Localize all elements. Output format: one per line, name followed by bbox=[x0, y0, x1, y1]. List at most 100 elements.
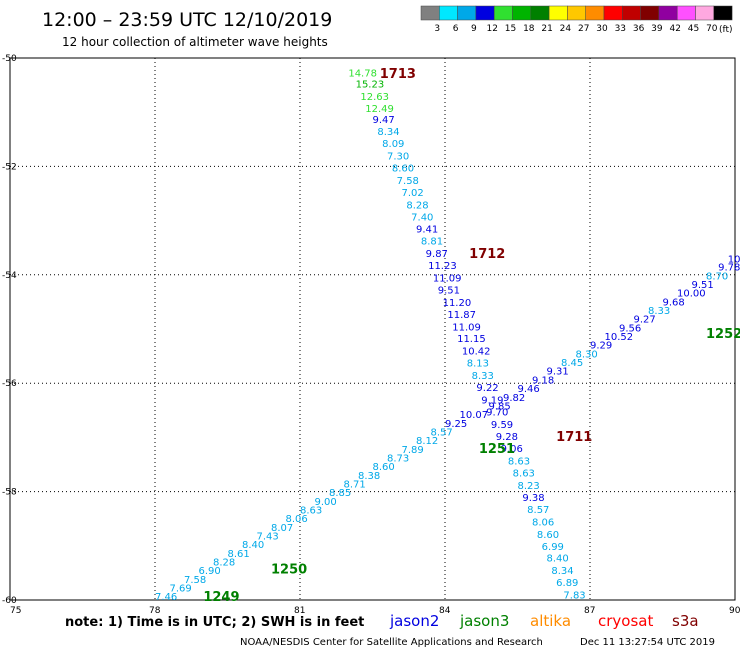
latitude-tick-label: -58 bbox=[2, 488, 17, 498]
pass-number-label: 1250 bbox=[271, 563, 307, 578]
wave-height-value: 8.06 bbox=[286, 514, 308, 525]
legend-swatch bbox=[695, 5, 715, 21]
wave-height-value: 9.51 bbox=[692, 280, 714, 291]
wave-height-value: 6.90 bbox=[199, 566, 221, 577]
credit-text: NOAA/NESDIS Center for Satellite Applica… bbox=[240, 637, 543, 648]
legend-bin-label: 36 bbox=[633, 24, 645, 34]
longitude-tick-label: 81 bbox=[294, 606, 305, 616]
wave-height-value: 8.61 bbox=[228, 549, 250, 560]
legend-bin-label: 27 bbox=[578, 24, 589, 34]
wave-height-value: 7.69 bbox=[170, 584, 192, 595]
legend-swatch bbox=[475, 5, 495, 21]
longitude-tick-label: 78 bbox=[149, 606, 161, 616]
legend-bin-label: 70 bbox=[706, 24, 718, 34]
wave-height-value: 8.57 bbox=[527, 505, 549, 516]
legend-swatch bbox=[439, 5, 458, 21]
wave-height-value: 9.85 bbox=[489, 401, 511, 412]
latitude-tick-label: -54 bbox=[2, 271, 17, 281]
satellite-name-s3a: s3a bbox=[672, 612, 699, 630]
legend-bin-label: 9 bbox=[471, 24, 477, 34]
wave-height-value: 9.70 bbox=[486, 407, 508, 418]
wave-height-value: 9.46 bbox=[518, 384, 540, 395]
wave-height-value: 12.63 bbox=[360, 92, 389, 103]
wave-height-value: 11.23 bbox=[428, 261, 457, 272]
legend-bin-label: 39 bbox=[651, 24, 663, 34]
wave-height-value: 11.09 bbox=[452, 322, 481, 333]
wave-height-value: 7.83 bbox=[563, 591, 585, 602]
legend-swatch bbox=[420, 5, 440, 21]
wave-height-value: 9.82 bbox=[503, 393, 525, 404]
wave-height-value: 8.73 bbox=[387, 453, 409, 464]
wave-height-observations: 14.7815.2312.6312.499.478.348.097.308.60… bbox=[155, 69, 740, 604]
wave-height-value: 9.56 bbox=[619, 323, 641, 334]
pass-number-label: 1713 bbox=[380, 67, 416, 82]
wave-height-value: 7.58 bbox=[184, 575, 206, 586]
wave-height-value: 8.40 bbox=[242, 540, 264, 551]
legend-swatch bbox=[512, 5, 532, 21]
wave-height-value: 8.63 bbox=[508, 457, 530, 468]
satellite-legend: jason2 jason3 altika cryosat s3a bbox=[389, 612, 699, 630]
wave-height-value: 8.28 bbox=[406, 200, 428, 211]
map-frame bbox=[9, 57, 736, 601]
wave-height-value: 6.89 bbox=[556, 578, 578, 589]
wave-height-value: 8.70 bbox=[706, 271, 728, 282]
wave-height-value: 9.18 bbox=[532, 375, 554, 386]
wave-height-value: 10.52 bbox=[605, 332, 634, 343]
latitude-tick-label: -56 bbox=[2, 379, 17, 389]
legend-bin-label: 21 bbox=[541, 24, 552, 34]
wave-height-value: 10.42 bbox=[462, 347, 491, 358]
generation-timestamp: Dec 11 13:27:54 UTC 2019 bbox=[580, 637, 715, 648]
legend-swatch bbox=[548, 5, 568, 21]
legend-bin-label: 30 bbox=[596, 24, 608, 34]
satellite-name-jason2: jason2 bbox=[389, 612, 439, 630]
legend-bin-label: 24 bbox=[560, 24, 572, 34]
longitude-tick-label: 84 bbox=[439, 606, 451, 616]
wave-height-value: 9.31 bbox=[547, 367, 569, 378]
wave-height-value: 10.83 bbox=[728, 255, 740, 266]
wave-height-value: 11.09 bbox=[433, 274, 462, 285]
legend-swatch bbox=[603, 5, 623, 21]
wave-height-value: 9.78 bbox=[718, 263, 740, 274]
map-gridlines bbox=[10, 58, 735, 600]
wave-height-value: 8.60 bbox=[537, 530, 559, 541]
latitude-tick-label: -50 bbox=[2, 54, 17, 64]
wave-height-value: 9.41 bbox=[416, 225, 438, 236]
pass-number-label: 1251 bbox=[479, 442, 515, 457]
wave-height-value: 8.60 bbox=[373, 462, 395, 473]
wave-height-value: 11.87 bbox=[447, 310, 476, 321]
legend-swatch bbox=[493, 5, 513, 21]
latitude-tick-label: -52 bbox=[2, 162, 17, 172]
wave-height-value: 8.33 bbox=[648, 306, 670, 317]
legend-bin-label: 6 bbox=[453, 24, 459, 34]
wave-height-value: 9.28 bbox=[496, 432, 518, 443]
wave-height-value: 7.30 bbox=[387, 152, 409, 163]
wave-height-value: 14.78 bbox=[348, 69, 377, 80]
legend-swatch bbox=[530, 5, 550, 21]
wave-height-value: 10.00 bbox=[677, 289, 706, 300]
legend-bin-label: 15 bbox=[505, 24, 516, 34]
wave-height-value: 9.25 bbox=[445, 419, 467, 430]
wave-height-value: 8.60 bbox=[392, 163, 414, 174]
wave-height-value: 8.63 bbox=[300, 505, 322, 516]
legend-bin-label: 42 bbox=[669, 24, 680, 34]
wave-height-color-legend: 3 6 9 12 15 18 21 24 27 30 33 36 39 42 45 70 bbox=[420, 5, 733, 34]
legend-swatch bbox=[640, 5, 660, 21]
legend-bin-label: 12 bbox=[486, 24, 497, 34]
pass-number-label: 1249 bbox=[203, 590, 239, 605]
latitude-axis: -50 -52 -54 -56 -58 -60 bbox=[2, 54, 17, 606]
wave-height-value: 11.20 bbox=[443, 298, 472, 309]
legend-bin-label: 45 bbox=[688, 24, 699, 34]
wave-height-value: 7.46 bbox=[155, 592, 177, 603]
wave-height-value: 8.38 bbox=[358, 471, 380, 482]
longitude-tick-label: 75 bbox=[10, 606, 21, 616]
wave-height-value: 7.89 bbox=[402, 445, 424, 456]
legend-bin-label: 3 bbox=[434, 24, 440, 34]
wave-height-value: 9.00 bbox=[315, 497, 337, 508]
wave-height-value: 15.23 bbox=[356, 79, 385, 90]
wave-height-value: 9.38 bbox=[522, 493, 544, 504]
satellite-name-cryosat: cryosat bbox=[598, 612, 653, 630]
wave-height-value: 8.13 bbox=[467, 359, 489, 370]
wave-height-value: 8.63 bbox=[513, 469, 535, 480]
map-title: 12:00 – 23:59 UTC 12/10/2019 bbox=[42, 9, 332, 31]
wave-height-value: 7.40 bbox=[411, 212, 433, 223]
